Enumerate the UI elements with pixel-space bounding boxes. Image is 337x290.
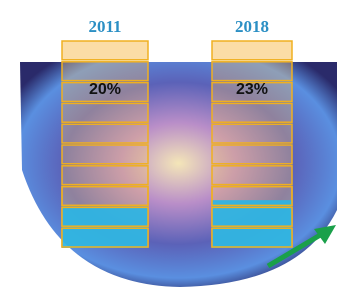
- value-label: 20%: [89, 81, 121, 98]
- segment: [212, 103, 292, 122]
- chart: 2011 20% 2018 23%: [0, 0, 337, 290]
- segment: [62, 166, 148, 185]
- bar: [62, 206, 148, 248]
- segment: [62, 145, 148, 164]
- value-label: 23%: [236, 81, 268, 98]
- segment: [62, 62, 148, 81]
- segment: [212, 124, 292, 143]
- segment: [62, 124, 148, 143]
- year-label: 2018: [235, 17, 269, 36]
- segment: [212, 145, 292, 164]
- year-label: 2011: [88, 17, 121, 36]
- segment: [212, 41, 292, 60]
- segment: [62, 103, 148, 122]
- segment: [212, 166, 292, 185]
- segment: [62, 41, 148, 60]
- segment: [212, 62, 292, 81]
- segment: [62, 187, 148, 206]
